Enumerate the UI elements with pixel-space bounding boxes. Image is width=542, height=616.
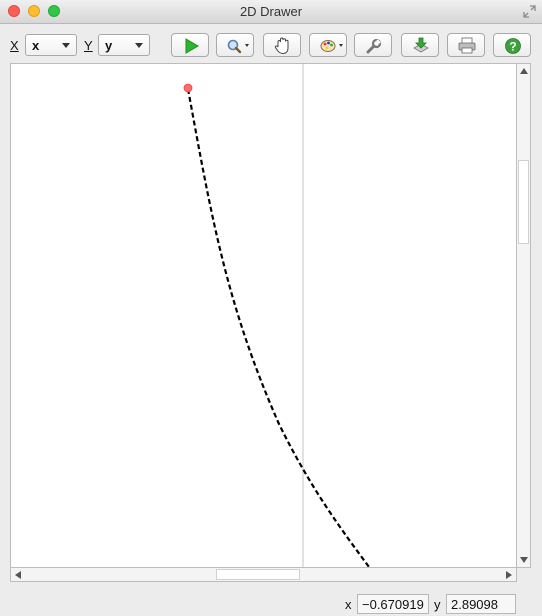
scroll-up-arrow-icon[interactable] bbox=[520, 68, 528, 74]
y-axis-label: Y bbox=[84, 38, 93, 53]
x-variable-value: x bbox=[32, 38, 40, 53]
wrench-icon bbox=[366, 38, 382, 54]
palette-icon bbox=[320, 40, 343, 52]
toolbar: X x Y y bbox=[0, 24, 542, 64]
export-button[interactable] bbox=[401, 33, 439, 57]
x-coordinate-label: x bbox=[345, 597, 352, 612]
zoom-window-button[interactable] bbox=[48, 5, 60, 17]
x-axis-label: X bbox=[10, 38, 19, 53]
scroll-right-arrow-icon[interactable] bbox=[506, 571, 512, 579]
curve-start-point[interactable] bbox=[183, 83, 193, 93]
close-window-button[interactable] bbox=[8, 5, 20, 17]
help-button[interactable]: ? bbox=[493, 33, 531, 57]
horizontal-scroll-thumb[interactable] bbox=[216, 569, 300, 580]
scroll-down-arrow-icon[interactable] bbox=[520, 557, 528, 563]
x-variable-select[interactable]: x bbox=[25, 34, 77, 56]
svg-text:?: ? bbox=[509, 40, 516, 54]
zoom-button[interactable] bbox=[216, 33, 254, 57]
fullscreen-icon[interactable] bbox=[523, 5, 536, 18]
status-bar: x −0.670919 y 2.89098 bbox=[0, 590, 542, 616]
plotted-curve bbox=[186, 88, 370, 568]
download-icon bbox=[413, 37, 429, 53]
y-variable-value: y bbox=[105, 38, 113, 53]
horizontal-scrollbar[interactable] bbox=[10, 568, 517, 582]
help-icon: ? bbox=[505, 38, 521, 54]
pan-button[interactable] bbox=[263, 33, 301, 57]
scroll-left-arrow-icon[interactable] bbox=[15, 571, 21, 579]
title-bar[interactable]: 2D Drawer bbox=[0, 0, 542, 24]
hand-icon bbox=[274, 37, 289, 55]
print-button[interactable] bbox=[447, 33, 485, 57]
vertical-scroll-thumb[interactable] bbox=[518, 160, 529, 244]
plot-svg bbox=[183, 64, 370, 568]
window-title: 2D Drawer bbox=[239, 4, 303, 19]
color-button[interactable] bbox=[309, 33, 347, 57]
chevron-down-icon bbox=[62, 43, 70, 48]
x-coordinate-field: −0.670919 bbox=[357, 594, 429, 614]
settings-button[interactable] bbox=[354, 33, 392, 57]
y-variable-select[interactable]: y bbox=[98, 34, 150, 56]
run-button[interactable] bbox=[171, 33, 209, 57]
vertical-scrollbar[interactable] bbox=[517, 63, 531, 568]
chevron-down-icon bbox=[135, 43, 143, 48]
printer-icon bbox=[458, 37, 476, 54]
magnifier-icon bbox=[227, 39, 249, 54]
minimize-window-button[interactable] bbox=[28, 5, 40, 17]
y-coordinate-label: y bbox=[434, 597, 441, 612]
play-icon bbox=[185, 38, 199, 54]
plot-canvas[interactable] bbox=[10, 63, 517, 568]
y-coordinate-field: 2.89098 bbox=[446, 594, 516, 614]
